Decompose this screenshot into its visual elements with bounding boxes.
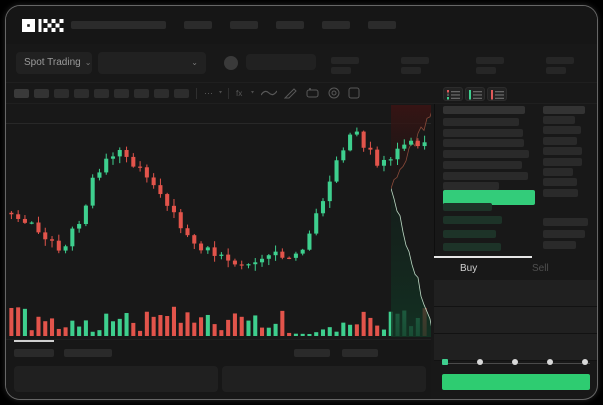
svg-text:⋯: ⋯: [204, 88, 213, 98]
svg-text:fx: fx: [236, 89, 242, 98]
